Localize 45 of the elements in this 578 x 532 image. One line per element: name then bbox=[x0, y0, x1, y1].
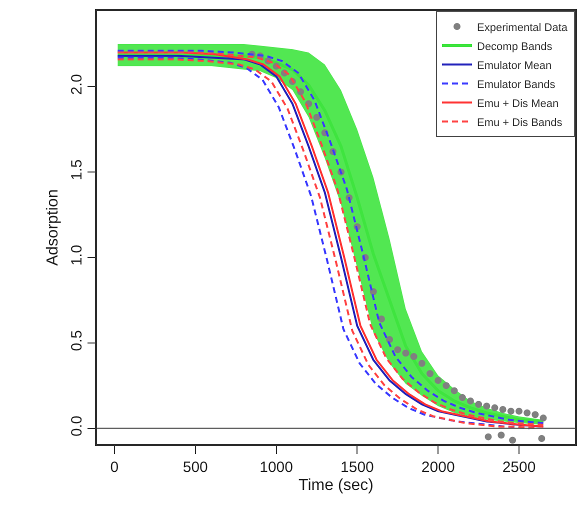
y-tick-label: 1.5 bbox=[68, 159, 86, 180]
point bbox=[540, 414, 547, 422]
point bbox=[378, 315, 385, 322]
point bbox=[507, 408, 514, 415]
point bbox=[524, 409, 531, 416]
point bbox=[394, 346, 402, 354]
y-tick-label: 0.5 bbox=[68, 330, 86, 352]
legend-label: Emu + Dis Mean bbox=[477, 98, 559, 110]
point bbox=[386, 336, 394, 343]
point bbox=[498, 432, 505, 439]
legend-label: Emu + Dis Bands bbox=[477, 116, 563, 129]
y-axis-title: Adsorption bbox=[44, 189, 62, 266]
point bbox=[458, 394, 466, 402]
point bbox=[442, 382, 450, 390]
point bbox=[410, 353, 418, 360]
legend-label: Emulator Bands bbox=[477, 78, 556, 91]
y-tick-label: 2.0 bbox=[68, 74, 86, 95]
point bbox=[491, 404, 498, 412]
x-tick-label: 1500 bbox=[340, 458, 374, 476]
point bbox=[402, 350, 410, 357]
point bbox=[313, 114, 320, 121]
y-tick-label: 1.0 bbox=[68, 244, 86, 266]
point bbox=[450, 387, 458, 394]
x-tick-label: 2500 bbox=[502, 458, 536, 476]
point bbox=[475, 400, 482, 408]
point bbox=[538, 435, 546, 442]
point bbox=[516, 408, 523, 415]
legend-label: Decomp Bands bbox=[477, 40, 553, 53]
x-tick-label: 500 bbox=[182, 458, 208, 476]
point bbox=[509, 436, 516, 444]
point bbox=[499, 406, 506, 413]
x-tick-label: 0 bbox=[110, 458, 119, 476]
point bbox=[418, 360, 426, 367]
point bbox=[483, 402, 490, 410]
legend-label: Emulator Mean bbox=[477, 60, 552, 72]
x-tick-label: 1000 bbox=[260, 458, 293, 476]
point bbox=[426, 370, 434, 378]
x-axis-title: Time (sec) bbox=[298, 476, 374, 494]
point bbox=[532, 411, 539, 418]
x-tick-label: 2000 bbox=[421, 458, 455, 476]
legend-label: Experimental Data bbox=[477, 22, 568, 34]
point bbox=[466, 397, 474, 404]
point bbox=[484, 433, 492, 440]
y-tick-label: 0.0 bbox=[68, 416, 86, 436]
point bbox=[434, 376, 442, 384]
